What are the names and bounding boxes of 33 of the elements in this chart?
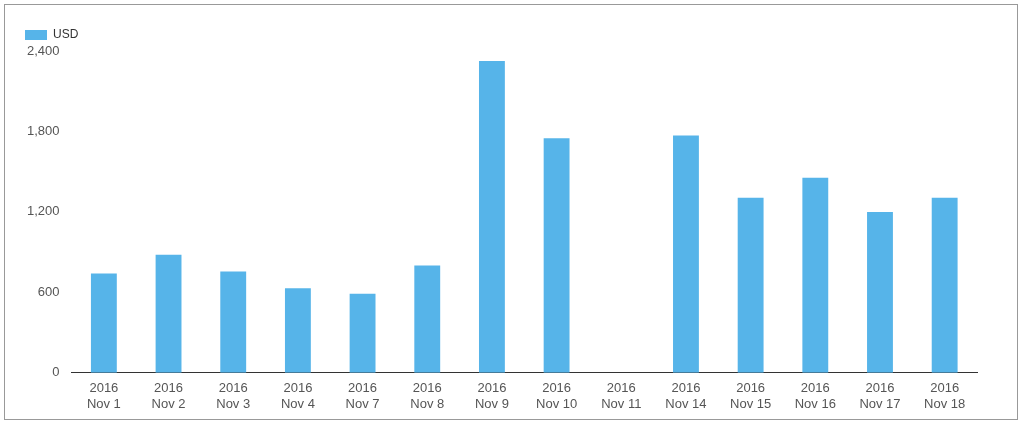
x-tick-label: 2016 Nov 10 [536,380,578,411]
x-tick-label: 2016 Nov 8 [410,380,445,411]
y-tick-label: 1,200 [26,203,60,219]
bar [673,135,699,373]
bar [90,273,117,373]
bar [349,293,376,373]
x-tick-label: 2016 Nov 2 [151,380,186,411]
x-tick-label: 2016 Nov 15 [730,380,772,411]
y-tick-label: 2,400 [26,42,60,58]
x-tick-label: 2016 Nov 17 [859,380,901,411]
y-tick-label: 0 [52,364,60,380]
x-tick-label: 2016 Nov 16 [794,380,836,411]
bar [155,254,182,373]
x-tick-label: 2016 Nov 4 [280,380,315,411]
bar [737,197,764,373]
y-tick-label: 1,800 [26,123,60,139]
bar [543,138,570,373]
x-tick-label: 2016 Nov 3 [216,380,251,411]
x-tick-label: 2016 Nov 9 [474,380,509,411]
legend-label: USD [53,27,79,42]
bar [931,197,958,373]
bar [478,61,505,373]
bar [284,288,311,373]
bar [802,177,829,373]
x-tick-label: 2016 Nov 1 [86,380,121,411]
bar [220,271,247,373]
x-tick-label: 2016 Nov 18 [924,380,966,411]
x-tick-label: 2016 Nov 7 [345,380,380,411]
x-tick-label: 2016 Nov 14 [665,380,707,411]
bar [867,211,893,373]
bar [414,265,441,373]
y-tick-label: 600 [37,283,60,299]
x-tick-label: 2016 Nov 11 [601,380,642,411]
